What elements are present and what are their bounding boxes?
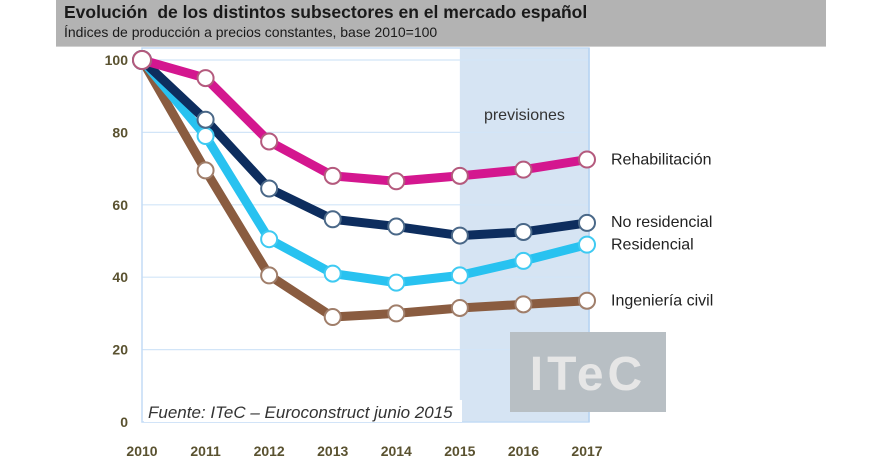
itec-logo bbox=[510, 332, 666, 412]
data-point bbox=[450, 266, 469, 285]
data-point bbox=[578, 235, 596, 254]
data-point bbox=[514, 160, 533, 179]
data-point bbox=[450, 298, 469, 317]
series-line-2 bbox=[137, 55, 592, 288]
x-tick-label: 2013 bbox=[317, 443, 348, 459]
series-lines bbox=[137, 55, 592, 322]
x-tick-label: 2014 bbox=[381, 443, 412, 459]
data-point bbox=[450, 166, 469, 185]
data-point bbox=[132, 50, 152, 70]
x-tick-label: 2016 bbox=[508, 443, 539, 459]
chart-header: Evolución de los distintos subsectores e… bbox=[56, 0, 826, 47]
data-point bbox=[387, 217, 406, 236]
x-tick-label: 2010 bbox=[126, 443, 157, 459]
series-label: No residencial bbox=[611, 214, 712, 231]
data-point bbox=[514, 251, 533, 270]
y-tick-label: 100 bbox=[105, 52, 129, 68]
series-label: Residencial bbox=[611, 237, 694, 254]
data-point bbox=[578, 150, 596, 169]
y-axis-ticks: 0 20 40 60 80 100 bbox=[105, 52, 129, 430]
y-tick-label: 40 bbox=[112, 269, 128, 285]
itec-logo-text: ITeC bbox=[530, 348, 646, 401]
data-point bbox=[260, 230, 279, 249]
data-point bbox=[196, 69, 215, 88]
data-point bbox=[323, 166, 342, 185]
series-line-1 bbox=[137, 55, 592, 241]
data-point bbox=[578, 213, 596, 232]
data-point bbox=[196, 110, 215, 129]
series-line-0 bbox=[137, 55, 592, 186]
data-point bbox=[323, 264, 342, 283]
data-point bbox=[260, 179, 279, 198]
data-point bbox=[387, 172, 406, 191]
data-point bbox=[387, 304, 406, 323]
chart-title: Evolución de los distintos subsectores e… bbox=[64, 2, 588, 22]
y-tick-label: 60 bbox=[112, 197, 128, 213]
x-tick-label: 2017 bbox=[571, 443, 602, 459]
data-point bbox=[578, 291, 596, 310]
x-tick-label: 2012 bbox=[254, 443, 285, 459]
y-tick-label: 0 bbox=[120, 414, 128, 430]
data-point bbox=[323, 308, 342, 327]
x-axis-ticks: 2010 2011 2012 2013 2014 2015 2016 2017 bbox=[126, 443, 602, 459]
y-tick-label: 20 bbox=[112, 342, 128, 358]
data-point bbox=[514, 222, 533, 241]
data-point bbox=[260, 266, 279, 285]
chart-subtitle: Índices de producción a precios constant… bbox=[64, 24, 438, 40]
x-tick-label: 2011 bbox=[190, 443, 221, 459]
data-point bbox=[450, 226, 469, 245]
series-label: Rehabilitación bbox=[611, 152, 712, 169]
data-point bbox=[387, 273, 406, 292]
data-point bbox=[514, 295, 533, 314]
series-markers bbox=[132, 50, 596, 327]
y-tick-label: 80 bbox=[112, 124, 128, 140]
data-point bbox=[260, 132, 279, 151]
series-labels: Rehabilitación No residencial Residencial I… bbox=[611, 152, 713, 310]
data-point bbox=[196, 161, 215, 180]
data-point bbox=[196, 127, 215, 146]
series-label: Ingeniería civil bbox=[611, 293, 713, 310]
source-bg bbox=[144, 400, 462, 422]
source-note: Fuente: ITeC – Euroconstruct junio 2015 bbox=[148, 403, 453, 422]
forecast-label: previsiones bbox=[484, 107, 565, 124]
series-line-3 bbox=[137, 55, 592, 322]
x-tick-label: 2015 bbox=[444, 443, 475, 459]
data-point bbox=[323, 210, 342, 229]
